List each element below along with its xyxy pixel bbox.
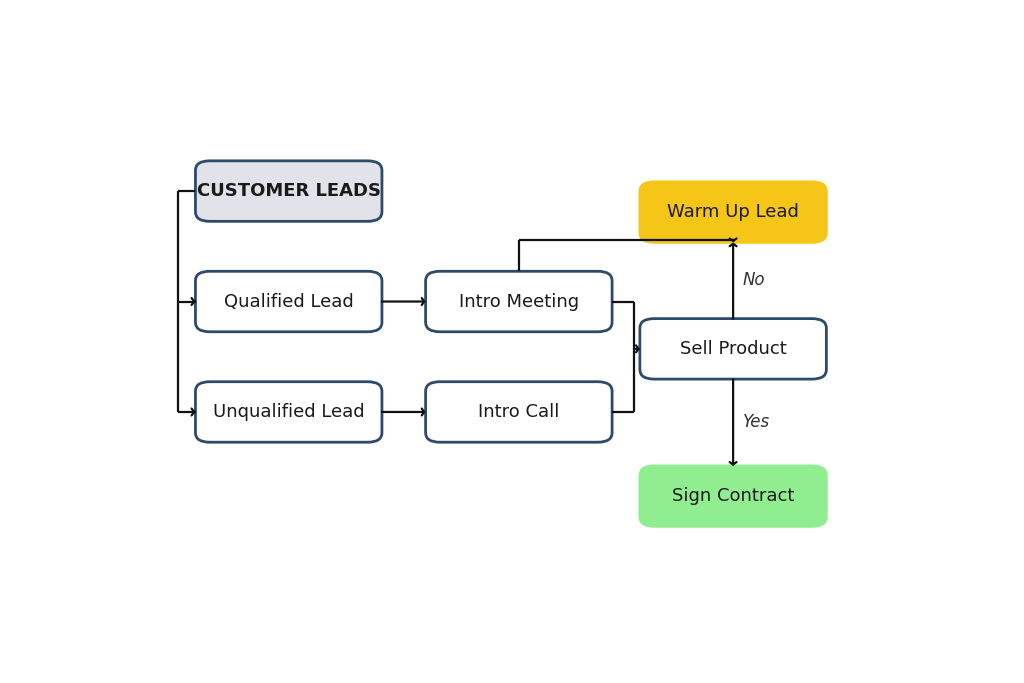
FancyBboxPatch shape bbox=[640, 182, 826, 242]
Text: Unqualified Lead: Unqualified Lead bbox=[213, 403, 365, 421]
Text: CUSTOMER LEADS: CUSTOMER LEADS bbox=[197, 182, 381, 200]
Text: Warm Up Lead: Warm Up Lead bbox=[668, 203, 799, 221]
FancyBboxPatch shape bbox=[640, 466, 826, 527]
FancyBboxPatch shape bbox=[426, 271, 612, 332]
Text: Intro Meeting: Intro Meeting bbox=[459, 292, 579, 311]
FancyBboxPatch shape bbox=[196, 382, 382, 442]
Text: No: No bbox=[742, 271, 765, 290]
Text: Intro Call: Intro Call bbox=[478, 403, 559, 421]
Text: Qualified Lead: Qualified Lead bbox=[224, 292, 353, 311]
FancyBboxPatch shape bbox=[196, 161, 382, 221]
FancyBboxPatch shape bbox=[196, 271, 382, 332]
FancyBboxPatch shape bbox=[640, 318, 826, 379]
Text: Sign Contract: Sign Contract bbox=[672, 487, 795, 505]
Text: Yes: Yes bbox=[742, 413, 770, 432]
Text: Sell Product: Sell Product bbox=[680, 340, 786, 358]
FancyBboxPatch shape bbox=[426, 382, 612, 442]
